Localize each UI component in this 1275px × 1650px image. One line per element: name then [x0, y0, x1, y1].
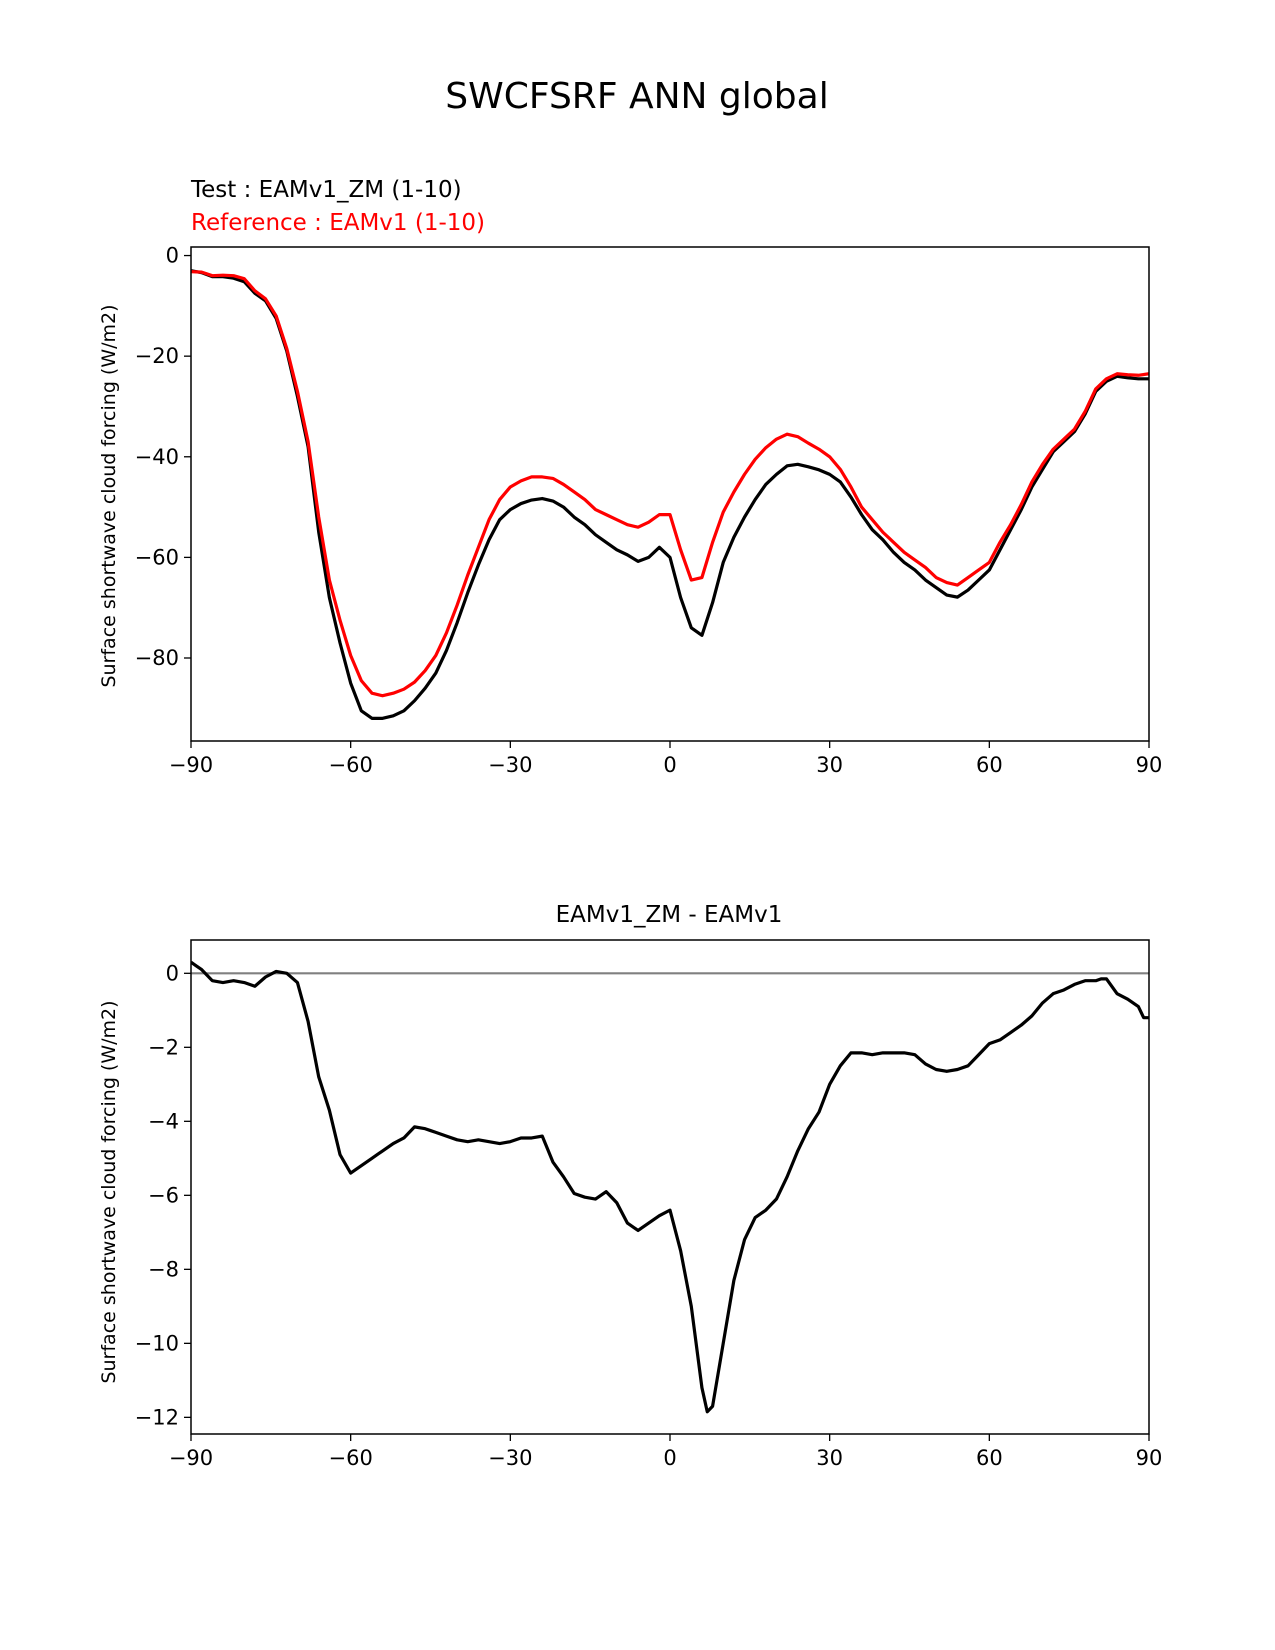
- bottom-axes-frame: [190, 939, 1150, 1435]
- bottom-y-tick-label: −10: [135, 1331, 179, 1355]
- top-series-group: [191, 269, 1149, 720]
- plot-area-bottom: −90 −60 −30 0 30 60 90 0 −2 −4 −6 −8 −10 −12: [135, 939, 1163, 1470]
- top-axes-frame: [190, 246, 1150, 742]
- top-x-tick-label: 90: [1136, 753, 1163, 777]
- diff-chart-title: EAMv1_ZM - EAMv1: [556, 902, 783, 928]
- bottom-y-tick-label: −2: [148, 1035, 179, 1059]
- bottom-x-tick-label: 60: [976, 1446, 1003, 1470]
- top-x-tick-label: −30: [488, 753, 532, 777]
- series-line-test: [191, 269, 1149, 720]
- difference-line: [191, 960, 1149, 1414]
- top-y-tick-label: −80: [135, 646, 179, 670]
- top-x-tick-label: −90: [169, 753, 213, 777]
- reference-label: Reference : EAMv1 (1-10): [191, 210, 485, 236]
- top-x-tick-label: 0: [663, 753, 676, 777]
- top-y-tick-label: 0: [166, 244, 179, 268]
- top-x-tick-label: −60: [329, 753, 373, 777]
- bottom-x-tick-label: 30: [816, 1446, 843, 1470]
- plot-area-top: −90 −60 −30 0 30 60 90 0 −20 −40 −60 −80: [135, 244, 1163, 777]
- bottom-y-tick-label: −4: [148, 1109, 179, 1133]
- bottom-y-tick-label: −8: [148, 1257, 179, 1281]
- chart-bottom: EAMv1_ZM - EAMv1 Surface shortwave cloud…: [98, 902, 1162, 1470]
- top-x-tick-label: 60: [976, 753, 1003, 777]
- bottom-x-tick-label: −90: [169, 1446, 213, 1470]
- bottom-x-tick-label: −60: [329, 1446, 373, 1470]
- chart-top: Test : EAMv1_ZM (1-10) Reference : EAMv1…: [98, 177, 1162, 777]
- series-line-reference: [191, 270, 1149, 698]
- bottom-y-tick-label: −6: [148, 1183, 179, 1207]
- bottom-x-tick-label: 90: [1136, 1446, 1163, 1470]
- bottom-y-tick-label: 0: [166, 961, 179, 985]
- figure-title: SWCFSRF ANN global: [445, 76, 828, 117]
- bottom-series-group: [191, 960, 1149, 1414]
- y-axis-label-top: Surface shortwave cloud forcing (W/m2): [98, 304, 120, 687]
- bottom-x-tick-label: −30: [488, 1446, 532, 1470]
- top-x-tick-label: 30: [816, 753, 843, 777]
- test-label: Test : EAMv1_ZM (1-10): [190, 177, 462, 203]
- top-y-tick-label: −60: [135, 545, 179, 569]
- top-y-tick-label: −20: [135, 344, 179, 368]
- top-y-tick-label: −40: [135, 445, 179, 469]
- bottom-x-tick-label: 0: [663, 1446, 676, 1470]
- y-axis-label-bottom: Surface shortwave cloud forcing (W/m2): [98, 1000, 120, 1383]
- bottom-y-tick-label: −12: [135, 1405, 179, 1429]
